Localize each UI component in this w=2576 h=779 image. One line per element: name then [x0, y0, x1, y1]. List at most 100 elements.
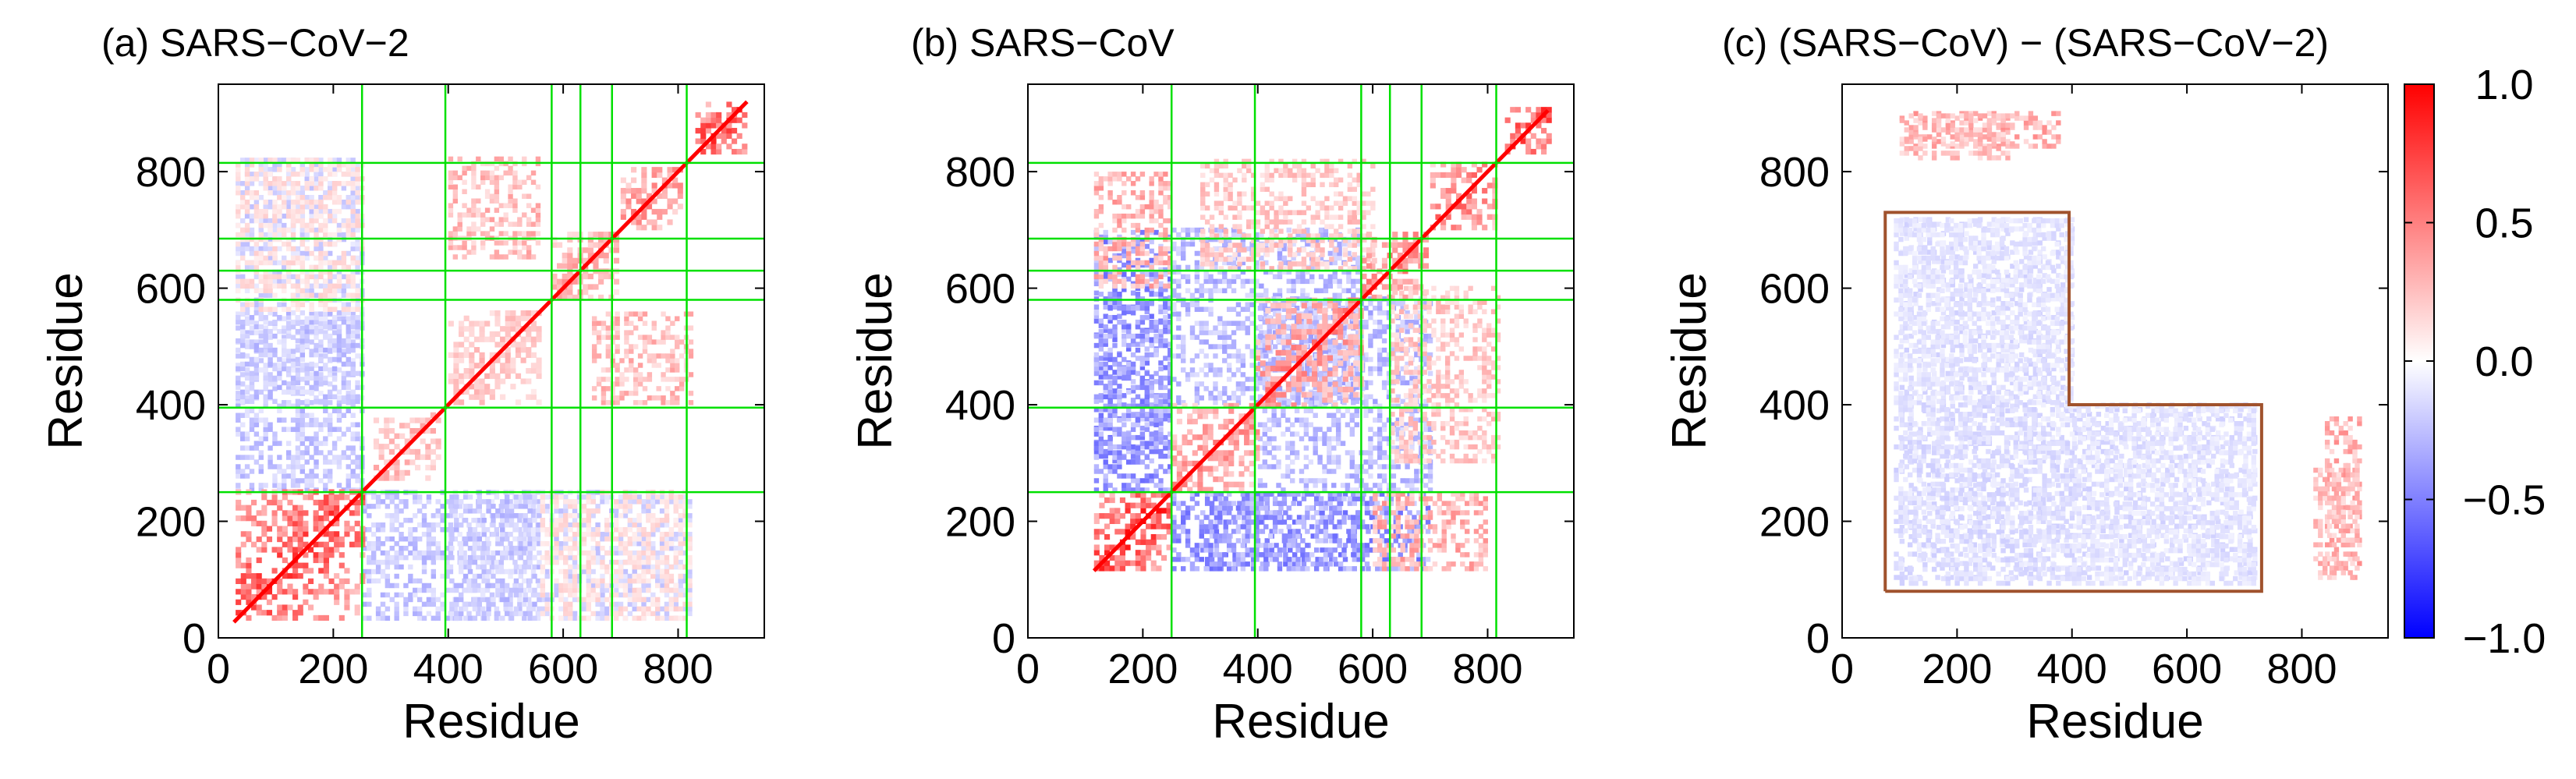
heatmap-cell — [459, 352, 465, 359]
heatmap-cell — [472, 545, 478, 551]
heatmap-cell — [595, 578, 601, 584]
heatmap-cell — [285, 320, 292, 326]
heatmap-cell — [563, 582, 569, 589]
heatmap-cell — [336, 195, 342, 200]
heatmap-cell — [297, 515, 303, 522]
heatmap-cell — [627, 540, 633, 547]
heatmap-cell — [328, 413, 333, 418]
heatmap-cell — [633, 381, 639, 387]
heatmap-cell — [328, 181, 333, 186]
heatmap-cell — [1130, 365, 1136, 370]
heatmap-cell — [481, 518, 487, 523]
heatmap-cell — [452, 170, 459, 176]
heatmap-cell — [318, 292, 324, 299]
heatmap-cell — [530, 545, 537, 551]
heatmap-cell — [489, 363, 495, 369]
heatmap-cell — [568, 545, 573, 551]
heatmap-cell — [394, 513, 399, 519]
heatmap-cell — [563, 513, 569, 519]
heatmap-cell — [1412, 515, 1417, 520]
heatmap-cell — [285, 358, 292, 363]
heatmap-cell — [567, 284, 573, 290]
heatmap-cell — [632, 518, 637, 523]
heatmap-cell — [503, 203, 508, 208]
heatmap-cell — [558, 597, 564, 603]
heatmap-cell — [449, 527, 455, 533]
heatmap-cell — [500, 367, 506, 374]
heatmap-cell — [295, 158, 301, 163]
heatmap-cell — [1098, 342, 1104, 347]
heatmap-cell — [682, 504, 688, 509]
heatmap-cell — [678, 504, 683, 509]
heatmap-cell — [344, 599, 350, 605]
heatmap-cell — [426, 522, 432, 528]
heatmap-cell — [471, 175, 477, 181]
heatmap-cell — [331, 338, 338, 344]
heatmap-cell — [240, 255, 246, 261]
heatmap-cell — [328, 389, 333, 395]
heatmap-cell — [632, 587, 637, 593]
heatmap-cell — [522, 536, 527, 542]
heatmap-cell — [394, 518, 399, 523]
heatmap-cell — [494, 373, 501, 379]
heatmap-cell — [600, 494, 605, 500]
heatmap-cell — [568, 573, 573, 579]
heatmap-cell — [530, 504, 537, 509]
heatmap-cell — [682, 615, 688, 621]
heatmap-cell — [1352, 566, 1357, 572]
heatmap-cell — [336, 483, 342, 488]
heatmap-cell — [633, 311, 639, 317]
heatmap-cell — [1117, 374, 1122, 380]
heatmap-cell — [568, 504, 573, 509]
heatmap-cell — [537, 559, 542, 565]
heatmap-cell — [661, 353, 666, 359]
heatmap-cell — [263, 176, 268, 182]
heatmap-cell — [440, 592, 445, 598]
heatmap-cell — [323, 483, 328, 488]
heatmap-cell — [256, 583, 262, 590]
heatmap-cell — [596, 330, 602, 335]
heatmap-cell — [479, 394, 485, 400]
heatmap-cell — [448, 203, 454, 208]
heatmap-cell — [530, 527, 537, 533]
heatmap-cell — [272, 478, 278, 483]
heatmap-cell — [345, 478, 351, 483]
heatmap-cell — [309, 469, 314, 474]
heatmap-cell — [646, 193, 653, 199]
heatmap-cell — [710, 138, 717, 144]
heatmap-cell — [632, 564, 637, 570]
heatmap-cell — [554, 494, 559, 500]
heatmap-cell — [567, 289, 573, 296]
heatmap-cell — [605, 377, 611, 382]
heatmap-cell — [323, 353, 328, 359]
heatmap-cell — [673, 554, 679, 561]
heatmap-cell — [290, 190, 296, 196]
heatmap-cell — [540, 587, 546, 593]
heatmap-cell — [1103, 299, 1108, 306]
heatmap-cell — [688, 372, 694, 377]
heatmap-cell — [292, 505, 299, 511]
heatmap-cell — [314, 213, 319, 219]
heatmap-cell — [625, 188, 632, 194]
heatmap-cell — [523, 592, 528, 598]
heatmap-cell — [240, 531, 246, 537]
heatmap-cell — [355, 162, 360, 168]
heatmap-cell — [285, 172, 292, 177]
heatmap-cell — [581, 531, 587, 537]
heatmap-cell — [236, 473, 241, 479]
heatmap-cell — [328, 195, 333, 200]
heatmap-cell — [258, 358, 264, 363]
heatmap-cell — [413, 513, 418, 519]
heatmap-cell — [491, 597, 496, 603]
heatmap-cell — [726, 128, 732, 134]
heatmap-cell — [595, 522, 601, 528]
heatmap-cell — [331, 260, 338, 266]
heatmap-cell — [350, 361, 356, 367]
heatmap-cell — [323, 398, 328, 405]
heatmap-cell — [721, 128, 727, 134]
heatmap-cell — [705, 117, 711, 123]
heatmap-cell — [268, 172, 273, 177]
heatmap-cell — [295, 260, 301, 266]
heatmap-cell — [517, 179, 523, 186]
heatmap-cell — [512, 568, 518, 575]
